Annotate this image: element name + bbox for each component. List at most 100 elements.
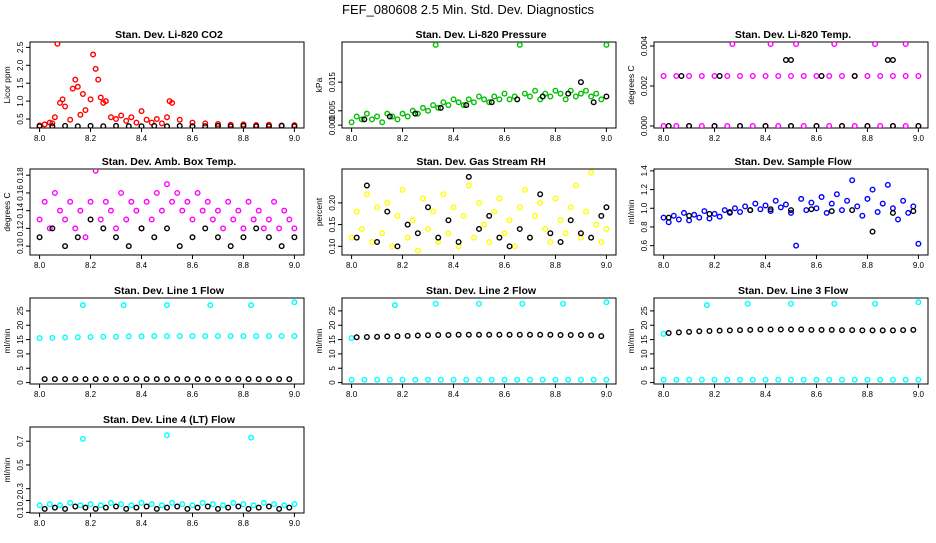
y-axis-label: kPa — [314, 77, 324, 92]
data-point-magenta — [902, 123, 909, 128]
data-point-green — [348, 119, 355, 126]
y-tick-label: 0.10 — [16, 238, 25, 254]
data-point-black — [62, 376, 69, 383]
data-point-cyan — [526, 376, 533, 383]
data-point-cyan — [391, 302, 398, 309]
x-tick-label: 8.6 — [499, 261, 511, 270]
y-tick-label: 10 — [16, 349, 25, 358]
data-point-yellow — [501, 230, 508, 237]
data-point-cyan — [291, 299, 298, 306]
data-point-green — [521, 90, 528, 97]
data-point-cyan — [915, 376, 922, 383]
data-point-cyan — [271, 501, 278, 508]
data-point-black — [603, 204, 610, 211]
data-point-black — [547, 230, 554, 237]
data-point-black — [767, 206, 774, 213]
data-point-yellow — [542, 225, 549, 232]
data-point-blue — [854, 203, 861, 210]
data-point-yellow — [440, 191, 447, 198]
data-point-black — [716, 327, 723, 334]
data-point-black — [726, 327, 733, 334]
data-point-black — [869, 327, 876, 334]
data-point-green — [404, 113, 411, 120]
x-tick-label: 8.6 — [187, 134, 199, 143]
data-point-magenta — [698, 123, 705, 128]
data-point-cyan — [138, 333, 145, 340]
data-point-black — [665, 329, 672, 336]
data-point-magenta — [46, 225, 53, 232]
data-point-red — [59, 96, 66, 103]
y-tick-label: 0.20 — [328, 195, 337, 211]
data-point-black — [394, 333, 401, 340]
data-point-black — [787, 207, 794, 214]
data-point-blue — [793, 242, 800, 249]
data-point-cyan — [361, 376, 368, 383]
data-point-green — [358, 116, 365, 123]
data-point-blue — [716, 213, 723, 220]
data-point-green — [363, 110, 370, 117]
data-point-yellow — [486, 238, 493, 245]
data-point-black — [869, 228, 876, 235]
data-point-black — [598, 333, 605, 340]
x-tick-label: 8.2 — [85, 134, 97, 143]
data-point-black — [737, 123, 744, 128]
y-tick-label: 0.15 — [328, 216, 337, 232]
data-point-green — [552, 87, 559, 94]
y-tick-label: 0.10 — [328, 238, 337, 254]
data-point-black — [496, 234, 503, 241]
plot-frame — [29, 297, 305, 385]
data-point-black — [214, 505, 221, 512]
plot-frame — [653, 41, 929, 129]
data-point-magenta — [902, 42, 909, 47]
data-point-magenta — [793, 42, 800, 47]
data-point-black — [777, 326, 784, 333]
data-point-cyan — [762, 376, 769, 383]
data-point-blue — [884, 181, 891, 188]
x-tick-label: 8.4 — [136, 134, 148, 143]
plot-frame — [341, 297, 617, 385]
data-point-cyan — [77, 502, 84, 509]
data-point-yellow — [384, 199, 391, 206]
data-point-black — [475, 225, 482, 232]
plot-frame — [341, 168, 617, 256]
y-tick-label: 15 — [328, 335, 337, 344]
data-point-black — [204, 503, 211, 510]
data-point-black — [278, 122, 285, 128]
data-point-magenta — [128, 198, 135, 205]
data-point-black — [100, 123, 107, 128]
data-point-blue — [675, 216, 682, 223]
data-point-yellow — [588, 169, 595, 176]
data-point-black — [849, 207, 856, 214]
y-tick-label: 0 — [16, 380, 25, 385]
x-tick-label: 8.6 — [187, 519, 199, 528]
x-tick-label: 9.0 — [601, 134, 613, 143]
data-point-black — [851, 73, 858, 80]
data-point-magenta — [51, 189, 58, 196]
data-point-magenta — [775, 73, 782, 80]
y-axis-label: ml/min — [2, 328, 12, 353]
data-point-black — [900, 327, 907, 334]
data-point-cyan — [399, 376, 406, 383]
x-tick-label: 8.0 — [658, 390, 670, 399]
data-point-magenta — [800, 73, 807, 80]
data-point-green — [455, 99, 462, 106]
y-tick-label: 1.0 — [640, 202, 649, 214]
y-axis-label: percent — [314, 197, 324, 226]
data-point-magenta — [184, 198, 191, 205]
x-tick-label: 8.6 — [811, 134, 823, 143]
data-point-magenta — [864, 73, 871, 80]
data-point-green — [460, 102, 467, 109]
data-point-black — [202, 123, 209, 128]
data-point-black — [910, 326, 917, 333]
x-tick-label: 8.4 — [760, 261, 772, 270]
data-point-black — [276, 505, 283, 512]
data-point-cyan — [240, 333, 247, 340]
data-point-blue — [701, 208, 708, 215]
y-tick-label: 10 — [328, 349, 337, 358]
data-point-black — [838, 123, 845, 128]
data-point-black — [394, 243, 401, 250]
data-point-yellow — [465, 182, 472, 189]
data-point-black — [102, 376, 109, 383]
y-tick-label: 25 — [16, 306, 25, 315]
data-point-cyan — [475, 300, 482, 307]
